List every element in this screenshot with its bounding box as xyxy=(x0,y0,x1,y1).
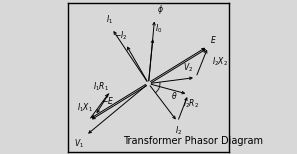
Text: Transformer Phasor Diagram: Transformer Phasor Diagram xyxy=(123,136,263,146)
Text: $\theta$: $\theta$ xyxy=(171,90,178,101)
Text: $I_1R_1$: $I_1R_1$ xyxy=(93,80,109,93)
Text: $I_1$: $I_1$ xyxy=(106,14,113,26)
Text: $I_1X_1$: $I_1X_1$ xyxy=(78,102,94,114)
Text: $-E$: $-E$ xyxy=(101,95,114,106)
Text: $I_2R_2$: $I_2R_2$ xyxy=(183,97,199,110)
Text: $I_2$: $I_2$ xyxy=(176,124,183,137)
Text: $E$: $E$ xyxy=(210,34,217,45)
Text: $-I_2$: $-I_2$ xyxy=(113,30,127,42)
Text: $I_0$: $I_0$ xyxy=(155,23,163,35)
Text: $\phi$: $\phi$ xyxy=(157,3,164,16)
Text: $V_2$: $V_2$ xyxy=(183,62,193,74)
Text: $V_1$: $V_1$ xyxy=(74,138,84,150)
Text: $I_2X_2$: $I_2X_2$ xyxy=(212,56,228,68)
